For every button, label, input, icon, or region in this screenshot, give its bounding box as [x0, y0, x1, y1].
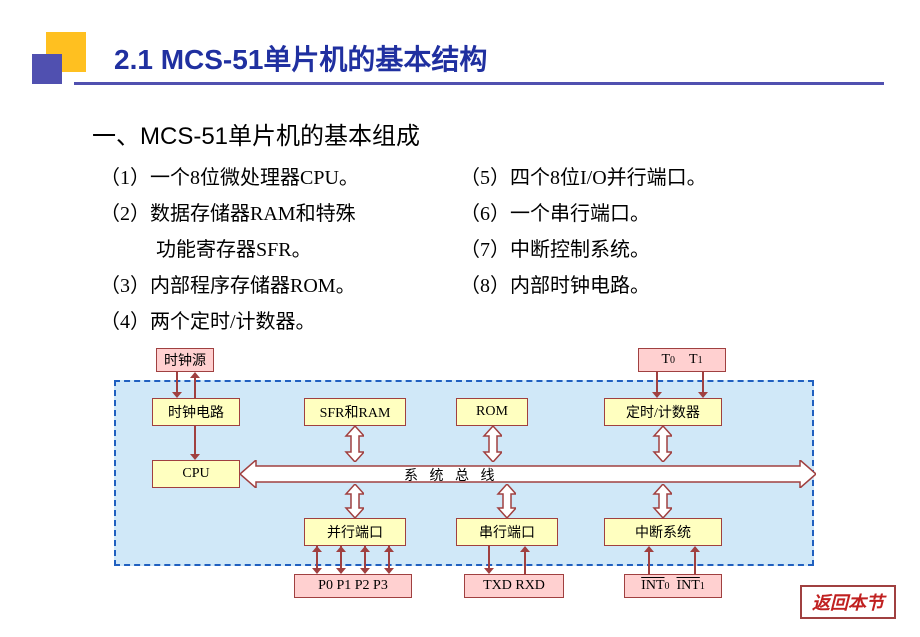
arrow-icon — [648, 552, 650, 574]
return-button[interactable]: 返回本节 — [800, 585, 896, 619]
list-item: 功能寄存器SFR。 — [100, 232, 440, 268]
box-txd-rxd: TXD RXD — [464, 574, 564, 598]
title-bar: 2.1 MCS-51单片机的基本结构 — [32, 38, 888, 78]
arrow-icon — [364, 552, 366, 568]
double-arrow-icon — [652, 426, 672, 462]
left-column: （1）一个8位微处理器CPU。 （2）数据存储器RAM和特殊 功能寄存器SFR。… — [100, 160, 440, 340]
double-arrow-icon — [344, 426, 364, 462]
box-interrupt: 中断系统 — [604, 518, 722, 546]
system-bus — [240, 460, 816, 488]
double-arrow-icon — [652, 484, 672, 518]
box-timer: 定时/计数器 — [604, 398, 722, 426]
page-title: 2.1 MCS-51单片机的基本结构 — [114, 38, 487, 78]
list-item: （4）两个定时/计数器。 — [100, 304, 440, 340]
arrow-icon — [194, 426, 196, 454]
list-item: （7）中断控制系统。 — [460, 232, 800, 268]
title-decor-blue — [32, 54, 62, 84]
box-p0p3: P0 P1 P2 P3 — [294, 574, 412, 598]
box-serial: 串行端口 — [456, 518, 558, 546]
box-clock-src: 时钟源 — [156, 348, 214, 372]
box-sfr-ram: SFR和RAM — [304, 398, 406, 426]
box-parallel: 并行端口 — [304, 518, 406, 546]
list-item: （5）四个8位I/O并行端口。 — [460, 160, 800, 196]
box-cpu: CPU — [152, 460, 240, 488]
box-int01: INT0 INT1 — [624, 574, 722, 598]
box-rom: ROM — [456, 398, 528, 426]
box-clock-circ: 时钟电路 — [152, 398, 240, 426]
list-item: （8）内部时钟电路。 — [460, 268, 800, 304]
arrow-icon — [176, 372, 178, 392]
list-item: （2）数据存储器RAM和特殊 — [100, 196, 440, 232]
arrow-icon — [656, 372, 658, 392]
arrow-icon — [702, 372, 704, 392]
arrow-icon — [388, 552, 390, 568]
arrow-icon — [316, 552, 318, 568]
arrow-icon — [488, 546, 490, 568]
list-item: （1）一个8位微处理器CPU。 — [100, 160, 440, 196]
arrow-icon — [524, 552, 526, 574]
subtitle: 一、MCS-51单片机的基本组成 — [92, 116, 420, 151]
bus-label: 系 统 总 线 — [404, 465, 499, 485]
title-underline — [74, 82, 884, 85]
arrow-icon — [694, 552, 696, 574]
block-diagram: 时钟源 T0 T1 时钟电路 SFR和RAM ROM 定时/计数器 CPU 并行… — [104, 348, 824, 608]
double-arrow-icon — [496, 484, 516, 518]
arrow-icon — [194, 378, 196, 398]
box-t0t1: T0 T1 — [638, 348, 726, 372]
arrow-icon — [340, 552, 342, 568]
list-item: （6）一个串行端口。 — [460, 196, 800, 232]
right-column: （5）四个8位I/O并行端口。 （6）一个串行端口。 （7）中断控制系统。 （8… — [460, 160, 800, 304]
double-arrow-icon — [344, 484, 364, 518]
list-item: （3）内部程序存储器ROM。 — [100, 268, 440, 304]
double-arrow-icon — [482, 426, 502, 462]
